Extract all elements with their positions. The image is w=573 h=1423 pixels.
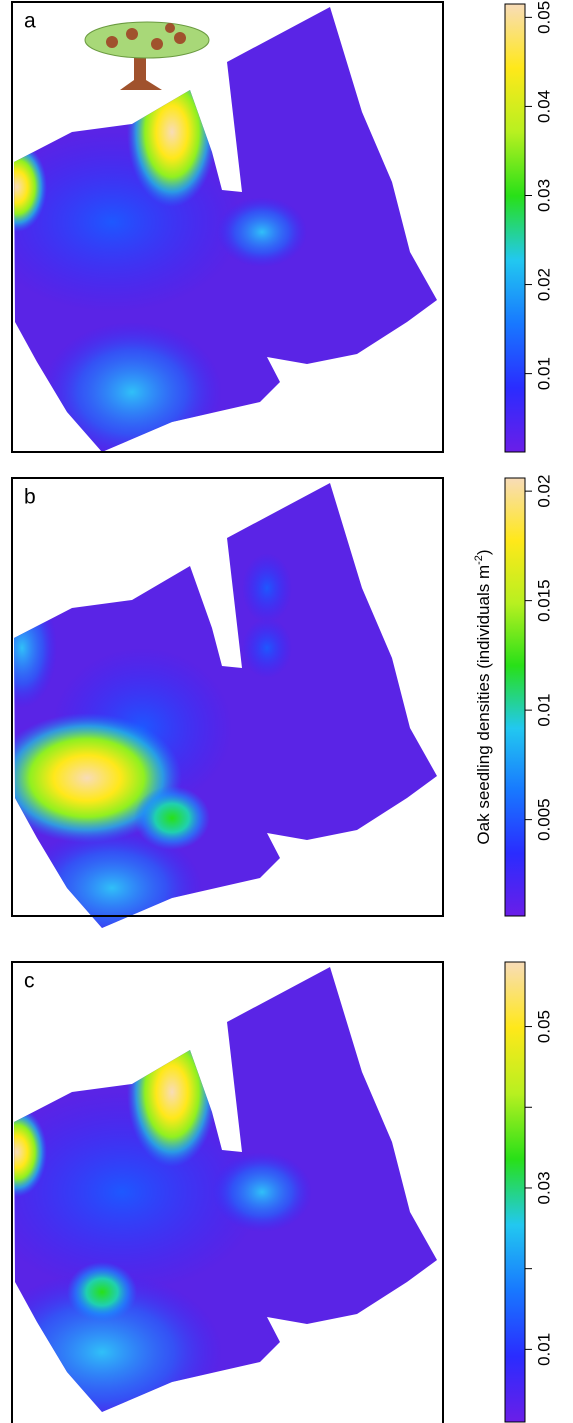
colorbar <box>504 3 526 453</box>
tick-label: 0.02 <box>534 475 553 508</box>
label-sup: -2 <box>473 555 485 565</box>
tick-label: 0.03 <box>534 179 553 212</box>
tick-label: 0.015 <box>534 579 553 622</box>
tick-label: 0.04 <box>534 90 553 123</box>
map-b <box>11 477 444 928</box>
colorbar-label: Oak seedling densities (individuals m-2) <box>473 549 494 844</box>
tick-label: 0.05 <box>534 1 553 34</box>
label-end: ) <box>474 549 493 555</box>
panel-label: a <box>24 10 36 33</box>
map-a <box>11 1 444 453</box>
tick-label: 0.01 <box>534 357 553 390</box>
panel-label: c <box>24 970 35 993</box>
tick-label: 0.01 <box>534 1333 553 1366</box>
map-c <box>11 961 444 1423</box>
label-text: Oak seedling densities (individuals m <box>474 565 493 845</box>
tick-label: 0.02 <box>534 268 553 301</box>
tick-label: 0.05 <box>534 1010 553 1043</box>
tick-label: 0.005 <box>534 798 553 841</box>
colorbar <box>504 477 526 917</box>
tree-icon <box>84 21 210 90</box>
panel-label: b <box>24 486 36 509</box>
tick-label: 0.03 <box>534 1171 553 1204</box>
colorbar <box>504 961 526 1423</box>
tick-label: 0.01 <box>534 694 553 727</box>
